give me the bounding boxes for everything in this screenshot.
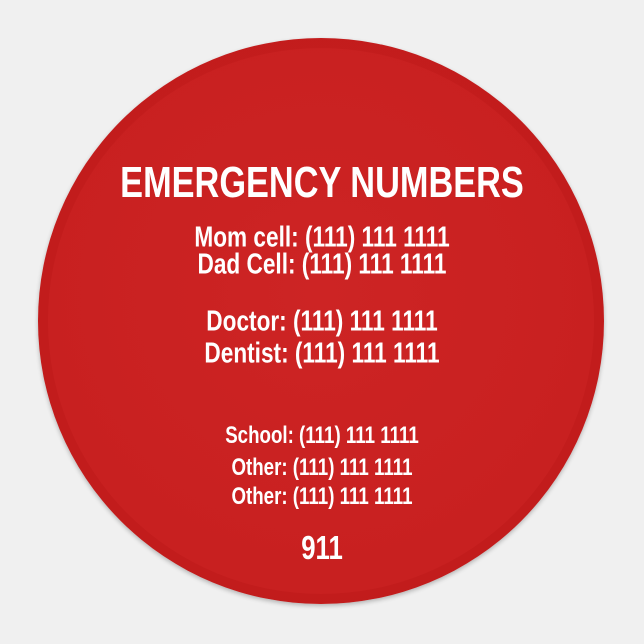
contact-school: School: (111) 111 1111 xyxy=(225,422,419,449)
contact-mom: Mom cell: (111) 111 1111 xyxy=(194,221,450,254)
magnet-disc xyxy=(38,38,604,604)
contact-doctor: Doctor: (111) 111 1111 xyxy=(206,305,438,338)
title: EMERGENCY NUMBERS xyxy=(120,158,524,207)
contact-dad: Dad Cell: (111) 111 1111 xyxy=(197,248,447,281)
contact-other-1: Other: (111) 111 1111 xyxy=(231,454,413,481)
contact-dentist: Dentist: (111) 111 1111 xyxy=(204,337,440,370)
emergency-number: 911 xyxy=(301,529,343,566)
contact-other-2: Other: (111) 111 1111 xyxy=(231,483,413,510)
